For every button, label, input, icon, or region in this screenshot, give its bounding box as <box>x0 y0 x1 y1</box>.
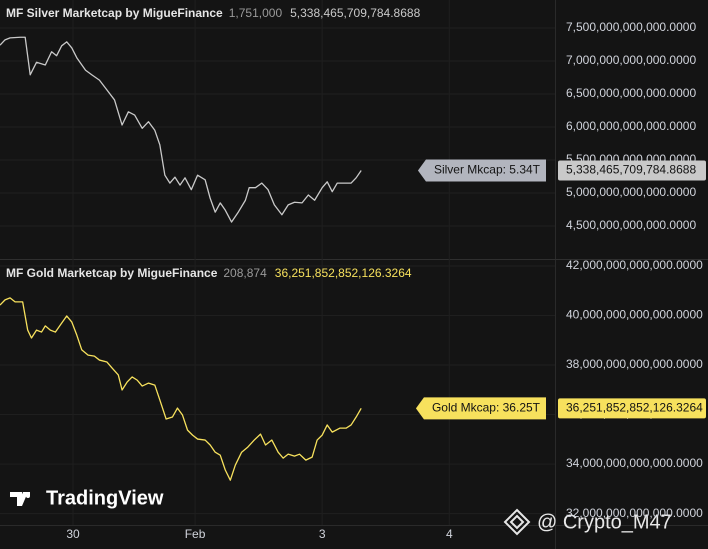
series-label: Gold Mkcap: 36.25T <box>432 401 541 415</box>
series-title: MF Gold Marketcap by MigueFinance <box>6 266 218 280</box>
header-volume: 208,874 <box>223 266 267 280</box>
watermark-text: @ Crypto_M47 <box>537 511 672 533</box>
watermark-icon <box>503 508 531 536</box>
price-label-box <box>558 398 706 419</box>
y-tick-label: 34,000,000,000,000.0000 <box>566 456 703 470</box>
series-label-box <box>415 397 546 420</box>
y-tick-label: 5,000,000,000,000.0000 <box>566 185 696 199</box>
data-line <box>0 297 362 481</box>
y-tick-label: 7,500,000,000,000.0000 <box>566 20 696 34</box>
y-tick-label: 42,000,000,000,000.0000 <box>566 258 703 272</box>
header-last-value: 5,338,465,709,784.8688 <box>290 6 420 20</box>
x-tick-label: Feb <box>185 527 206 541</box>
price-label-box <box>558 160 706 181</box>
logo-icon <box>10 492 30 506</box>
series-title: MF Silver Marketcap by MigueFinance <box>6 6 223 20</box>
header-last-value: 36,251,852,852,126.3264 <box>275 266 412 280</box>
series-label-box <box>417 159 546 182</box>
plot <box>0 36 362 481</box>
x-tick-label: 30 <box>66 527 80 541</box>
price-label: 36,251,852,852,126.3264 <box>566 401 703 415</box>
y-tick-label: 4,500,000,000,000.0000 <box>566 218 696 232</box>
series-label: Silver Mkcap: 5.34T <box>434 163 541 177</box>
x-tick-label: 4 <box>446 527 453 541</box>
y-tick-label: 38,000,000,000,000.0000 <box>566 357 703 371</box>
y-tick-label: 6,000,000,000,000.0000 <box>566 119 696 133</box>
y-tick-label: 40,000,000,000,000.0000 <box>566 308 703 322</box>
data-line <box>0 36 362 223</box>
y-tick-label: 7,000,000,000,000.0000 <box>566 53 696 67</box>
header-volume: 1,751,000 <box>229 6 283 20</box>
tradingview-logo: TradingView <box>10 487 164 509</box>
watermark: @ Crypto_M47 <box>503 508 672 536</box>
x-tick-label: 3 <box>319 527 326 541</box>
y-tick-label: 32,000,000,000,000.0000 <box>566 506 703 520</box>
price-label: 5,338,465,709,784.8688 <box>566 163 696 177</box>
y-tick-label: 6,500,000,000,000.0000 <box>566 86 696 100</box>
brand: TradingView <box>46 487 164 509</box>
grid <box>0 0 555 525</box>
